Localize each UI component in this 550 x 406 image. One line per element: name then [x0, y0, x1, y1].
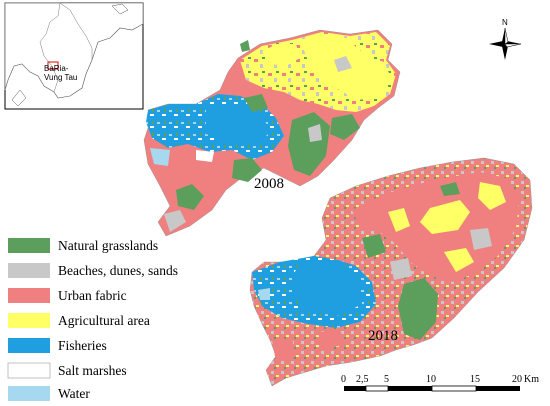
scale-unit: Km [524, 374, 539, 385]
scale-tick-15: 15 [470, 374, 480, 385]
inset-label-line1: BaRia- [44, 64, 69, 73]
land-cover-map-2018 [249, 157, 533, 387]
inset-label-line2: Vung Tau [44, 73, 77, 82]
scale-tick-10: 10 [426, 374, 436, 385]
scale-tick-5: 5 [384, 374, 389, 385]
year-label-2008: 2008 [254, 176, 284, 192]
scale-bar: 0 2,5 5 10 15 20 Km [341, 374, 539, 392]
legend-label-water: Water [58, 386, 90, 401]
inset-map: BaRia- Vung Tau [4, 2, 144, 110]
legend-label-urban-fabric: Urban fabric [58, 288, 127, 303]
legend-swatch-fisheries [8, 338, 50, 353]
north-label: N [502, 18, 508, 27]
legend-label-salt-marshes: Salt marshes [58, 363, 127, 378]
scale-segment-5 [476, 386, 520, 391]
study-area-marker [47, 61, 59, 70]
scale-segment-4 [431, 385, 477, 392]
legend-label-fisheries: Fisheries [58, 338, 107, 353]
legend-swatch-agricultural-area [8, 313, 50, 328]
legend-swatch-beaches-dunes-sands [8, 263, 50, 278]
year-label-2018: 2018 [368, 328, 398, 344]
scale-tick-2-5: 2,5 [356, 374, 369, 385]
legend: Natural grasslands Beaches, dunes, sands… [7, 238, 178, 401]
scale-segment-3 [388, 386, 432, 391]
legend-swatch-natural-grasslands [8, 238, 50, 253]
land-cover-map-2008 [143, 29, 401, 237]
legend-swatch-urban-fabric [8, 288, 50, 303]
legend-label-agricultural-area: Agricultural area [58, 313, 150, 328]
legend-swatch-water [8, 386, 50, 401]
legend-label-natural-grasslands: Natural grasslands [58, 238, 158, 253]
scale-segment-1 [344, 386, 366, 391]
scale-tick-20: 20 [512, 374, 522, 385]
north-arrow: N [489, 18, 522, 60]
scale-segment-2 [365, 385, 389, 392]
scale-tick-0: 0 [341, 374, 346, 385]
legend-swatch-salt-marshes [7, 362, 51, 379]
legend-label-beaches-dunes-sands: Beaches, dunes, sands [58, 263, 178, 278]
